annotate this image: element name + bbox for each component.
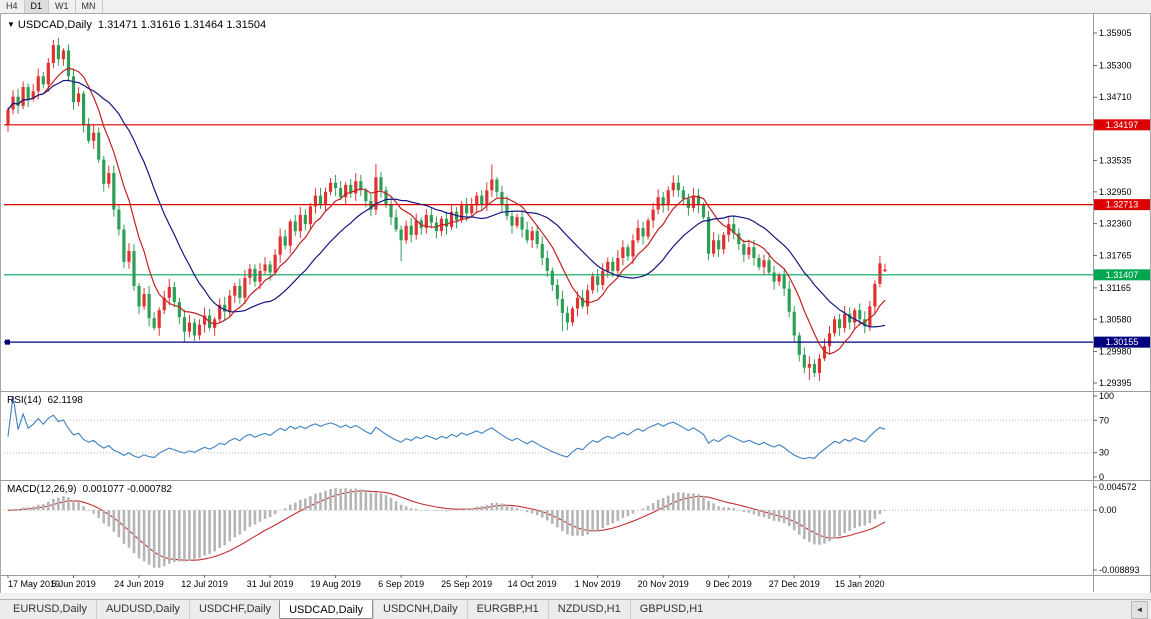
svg-text:12 Jul 2019: 12 Jul 2019 (181, 579, 228, 589)
chart-tab-usdcnh-daily[interactable]: USDCNH,Daily (373, 600, 467, 619)
price-tags: 1.34197 1.32713 1.31407 1.30155 (1094, 119, 1150, 348)
ma-slow-line (7, 79, 886, 328)
svg-text:1.29395: 1.29395 (1099, 378, 1132, 388)
pane-separators (0, 13, 1151, 592)
svg-text:1.31407: 1.31407 (1106, 270, 1139, 280)
price-tag-1.34197 (1094, 119, 1150, 131)
svg-text:1.30155: 1.30155 (1106, 337, 1139, 347)
svg-text:-0.008893: -0.008893 (1099, 565, 1140, 575)
chart-tab-usdchf-daily[interactable]: USDCHF,Daily (188, 600, 280, 619)
svg-text:1.31165: 1.31165 (1099, 283, 1131, 293)
hline-handle-1.30155[interactable] (5, 339, 10, 345)
svg-text:24 Jun 2019: 24 Jun 2019 (114, 579, 164, 589)
ma-fast-line (7, 67, 886, 355)
svg-text:1.32360: 1.32360 (1099, 219, 1132, 229)
svg-text:1.33535: 1.33535 (1099, 155, 1132, 165)
macd-histogram (11, 488, 887, 568)
svg-text:1.29980: 1.29980 (1099, 347, 1132, 357)
svg-text:1.31765: 1.31765 (1099, 251, 1132, 261)
svg-text:100: 100 (1099, 391, 1114, 401)
timeframe-button-h4[interactable]: H4 (0, 0, 25, 13)
chart-tab-nzdusd-h1[interactable]: NZDUSD,H1 (547, 600, 630, 619)
svg-text:1.34710: 1.34710 (1099, 92, 1132, 102)
svg-text:1.34197: 1.34197 (1106, 120, 1139, 130)
svg-text:5 Jun 2019: 5 Jun 2019 (51, 579, 96, 589)
svg-text:9 Dec 2019: 9 Dec 2019 (706, 579, 752, 589)
svg-text:0: 0 (1099, 472, 1104, 482)
svg-text:0.004572: 0.004572 (1099, 482, 1137, 492)
svg-text:1.32950: 1.32950 (1099, 187, 1132, 197)
price-axis[interactable]: 1.35905 1.35300 1.34710 1.33535 1.32950 1.323… (1093, 28, 1132, 388)
svg-text:15 Jan 2020: 15 Jan 2020 (835, 579, 885, 589)
tab-scroll-left-button[interactable]: ◄ (1131, 601, 1148, 619)
horizontal-lines[interactable] (4, 124, 1093, 345)
svg-text:1 Nov 2019: 1 Nov 2019 (575, 579, 621, 589)
price-tag-1.30155 (1094, 336, 1150, 348)
candlestick-series (6, 37, 887, 382)
svg-text:1.30580: 1.30580 (1099, 314, 1132, 324)
svg-text:0.00: 0.00 (1099, 505, 1117, 515)
svg-text:14 Oct 2019: 14 Oct 2019 (508, 579, 557, 589)
svg-text:1.35300: 1.35300 (1099, 61, 1132, 71)
svg-text:17 May 2019: 17 May 2019 (8, 579, 60, 589)
timeframe-toolbar: H4 D1 W1 MN (0, 0, 1151, 14)
chart-canvas[interactable]: 1.35905 1.35300 1.34710 1.33535 1.32950 1.323… (0, 13, 1151, 593)
timeframe-button-mn[interactable]: MN (76, 0, 103, 13)
rsi-pane: 100 70 30 0 (4, 391, 1114, 482)
svg-text:1.32713: 1.32713 (1106, 200, 1139, 210)
timeframe-button-w1[interactable]: W1 (49, 0, 76, 13)
chart-tab-eurusd-daily[interactable]: EURUSD,Daily (13, 603, 87, 615)
timeframe-button-d1[interactable]: D1 (24, 0, 50, 13)
svg-text:30: 30 (1099, 448, 1109, 458)
price-tag-1.31407 (1094, 269, 1150, 281)
chart-tab-usdcad-daily[interactable]: USDCAD,Daily (279, 600, 374, 619)
svg-text:6 Sep 2019: 6 Sep 2019 (378, 579, 424, 589)
chart-tab-eurgbp-h1[interactable]: EURGBP,H1 (466, 600, 548, 619)
rsi-line (7, 395, 886, 460)
svg-text:70: 70 (1099, 415, 1109, 425)
chart-tab-bar: EURUSD,Daily AUDUSD,Daily USDCHF,Daily USDC… (0, 599, 1151, 619)
chart-tab-audusd-daily[interactable]: AUDUSD,Daily (95, 600, 189, 619)
svg-text:25 Sep 2019: 25 Sep 2019 (441, 579, 492, 589)
svg-text:1.35905: 1.35905 (1099, 28, 1132, 38)
price-tag-1.32713 (1094, 199, 1150, 211)
svg-text:20 Nov 2019: 20 Nov 2019 (638, 579, 689, 589)
svg-text:31 Jul 2019: 31 Jul 2019 (247, 579, 294, 589)
chart-tab-gbpusd-h1[interactable]: GBPUSD,H1 (629, 600, 713, 619)
svg-text:19 Aug 2019: 19 Aug 2019 (310, 579, 361, 589)
svg-text:27 Dec 2019: 27 Dec 2019 (769, 579, 820, 589)
